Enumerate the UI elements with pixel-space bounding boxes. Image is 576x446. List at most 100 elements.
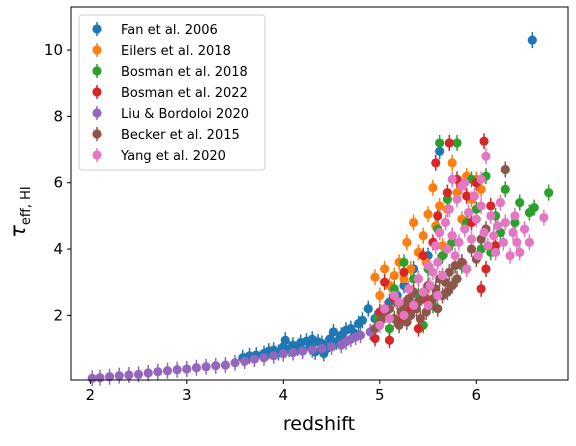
- data-point-bosman-et-al-2022: [481, 264, 491, 274]
- data-point-liu-bordoloi-2020: [230, 358, 240, 368]
- x-tick-label: 3: [182, 386, 192, 404]
- data-point-becker-et-al-2015: [415, 314, 425, 324]
- data-point-bosman-et-al-2018: [500, 184, 510, 194]
- data-point-eilers-et-al-2018: [447, 158, 457, 168]
- data-point-yang-et-al-2020: [450, 251, 460, 261]
- data-point-yang-et-al-2020: [444, 204, 454, 214]
- data-point-bosman-et-al-2022: [399, 267, 409, 277]
- data-point-liu-bordoloi-2020: [105, 372, 115, 382]
- data-point-liu-bordoloi-2020: [191, 363, 202, 373]
- data-point-bosman-et-al-2018: [544, 188, 554, 198]
- data-point-eilers-et-al-2018: [435, 201, 445, 211]
- data-point-bosman-et-al-2022: [479, 136, 489, 146]
- data-points-layer: [87, 35, 554, 383]
- data-point-yang-et-al-2020: [442, 244, 452, 254]
- data-point-bosman-et-al-2022: [413, 324, 424, 334]
- data-point-yang-et-al-2020: [466, 234, 477, 244]
- data-point-yang-et-al-2020: [435, 227, 445, 238]
- data-point-becker-et-al-2015: [404, 294, 414, 304]
- data-point-eilers-et-al-2018: [375, 290, 385, 301]
- legend-label: Becker et al. 2015: [121, 128, 240, 143]
- data-point-bosman-et-al-2018: [515, 198, 525, 208]
- data-point-yang-et-al-2020: [431, 241, 441, 251]
- legend-entry: Bosman et al. 2018: [92, 64, 248, 80]
- data-point-liu-bordoloi-2020: [355, 330, 366, 340]
- data-point-yang-et-al-2020: [384, 314, 395, 324]
- y-tick-label: 2: [53, 306, 63, 324]
- data-point-becker-et-al-2015: [466, 244, 477, 254]
- data-point-yang-et-al-2020: [510, 211, 520, 221]
- data-point-yang-et-al-2020: [433, 257, 443, 267]
- data-point-fan-et-al-2006: [363, 304, 373, 314]
- data-point-bosman-et-al-2018: [399, 257, 409, 267]
- data-point-eilers-et-al-2018: [402, 237, 412, 248]
- data-point-yang-et-al-2020: [418, 287, 428, 297]
- legend: Fan et al. 2006 Eilers et al. 2018 Bosman …: [78, 14, 266, 171]
- data-point-liu-bordoloi-2020: [95, 373, 105, 383]
- data-point-liu-bordoloi-2020: [259, 353, 269, 363]
- data-point-liu-bordoloi-2020: [317, 343, 327, 354]
- data-point-yang-et-al-2020: [440, 217, 451, 228]
- legend-entry: Yang et al. 2020: [92, 148, 226, 164]
- data-point-yang-et-al-2020: [519, 224, 530, 234]
- data-point-liu-bordoloi-2020: [326, 342, 337, 352]
- legend-label: Fan et al. 2006: [121, 23, 218, 38]
- data-point-yang-et-al-2020: [413, 274, 424, 284]
- data-point-liu-bordoloi-2020: [249, 354, 259, 364]
- data-point-yang-et-al-2020: [437, 270, 448, 281]
- data-point-yang-et-al-2020: [512, 237, 522, 248]
- x-tick-label: 6: [472, 386, 482, 404]
- data-point-eilers-et-al-2018: [408, 217, 419, 228]
- data-point-fan-et-al-2006: [435, 146, 445, 156]
- y-axis-label: τeff, HI: [6, 186, 34, 238]
- legend-marker: [92, 66, 102, 76]
- data-point-bosman-et-al-2022: [442, 188, 452, 198]
- data-point-becker-et-al-2015: [433, 304, 443, 314]
- y-tick-label: 10: [44, 41, 63, 59]
- data-point-liu-bordoloi-2020: [124, 370, 134, 380]
- data-point-eilers-et-al-2018: [476, 184, 486, 194]
- y-axis-label-sub: eff, HI: [19, 186, 34, 225]
- data-point-liu-bordoloi-2020: [114, 371, 124, 381]
- data-point-bosman-et-al-2018: [389, 284, 399, 294]
- data-point-yang-et-al-2020: [447, 174, 457, 185]
- x-axis-ticks: 2 3 4 5 6: [86, 380, 482, 404]
- data-point-yang-et-al-2020: [479, 227, 489, 238]
- data-point-liu-bordoloi-2020: [201, 362, 211, 372]
- data-point-yang-et-al-2020: [498, 237, 508, 248]
- data-point-liu-bordoloi-2020: [182, 364, 192, 374]
- y-tick-label: 6: [53, 174, 63, 192]
- data-point-yang-et-al-2020: [471, 214, 481, 224]
- legend-entry: Bosman et al. 2022: [92, 85, 248, 101]
- data-point-becker-et-al-2015: [457, 257, 467, 267]
- data-point-eilers-et-al-2018: [389, 270, 399, 281]
- data-point-yang-et-al-2020: [408, 300, 419, 310]
- data-point-bosman-et-al-2022: [380, 277, 390, 287]
- data-point-bosman-et-al-2022: [418, 251, 428, 261]
- data-point-bosman-et-al-2022: [486, 201, 496, 211]
- data-point-bosman-et-al-2018: [442, 194, 452, 204]
- data-point-fan-et-al-2006: [527, 35, 537, 45]
- legend-entry: Fan et al. 2006: [92, 22, 218, 38]
- data-point-liu-bordoloi-2020: [288, 347, 298, 358]
- data-point-bosman-et-al-2018: [447, 237, 457, 248]
- data-point-liu-bordoloi-2020: [278, 349, 288, 359]
- data-point-yang-et-al-2020: [425, 280, 435, 291]
- data-point-yang-et-al-2020: [462, 264, 472, 274]
- data-point-eilers-et-al-2018: [452, 188, 462, 198]
- data-point-liu-bordoloi-2020: [143, 368, 153, 378]
- x-axis-label: redshift: [283, 413, 355, 435]
- data-point-yang-et-al-2020: [447, 231, 457, 241]
- data-point-yang-et-al-2020: [515, 247, 525, 257]
- data-point-liu-bordoloi-2020: [162, 366, 173, 376]
- data-point-bosman-et-al-2022: [431, 158, 441, 168]
- data-point-yang-et-al-2020: [433, 290, 443, 301]
- data-point-becker-et-al-2015: [406, 310, 416, 320]
- y-axis-label-main: τ: [6, 225, 30, 238]
- data-point-yang-et-al-2020: [491, 247, 501, 257]
- data-point-yang-et-al-2020: [476, 201, 486, 211]
- data-point-yang-et-al-2020: [404, 284, 414, 294]
- data-point-yang-et-al-2020: [505, 251, 515, 261]
- legend-marker: [92, 87, 102, 97]
- data-point-yang-et-al-2020: [460, 224, 470, 234]
